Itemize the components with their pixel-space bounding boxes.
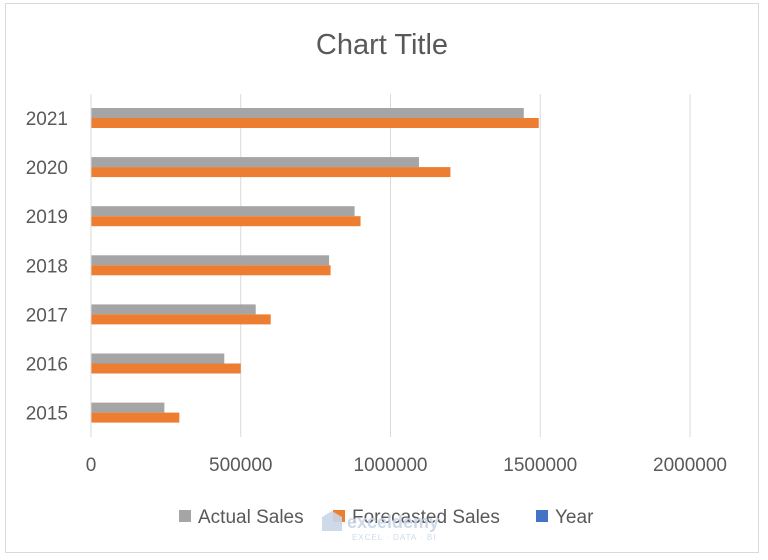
legend-item-year[interactable]: Year: [536, 507, 594, 528]
bar-forecasted-sales-2015[interactable]: [91, 412, 180, 423]
bar-forecasted-sales-2021[interactable]: [91, 118, 539, 128]
y-tick-label-2021: 2021: [26, 109, 68, 130]
watermark-name: exceldemy: [347, 512, 439, 532]
bar-actual-sales-2021[interactable]: [91, 108, 524, 118]
legend[interactable]: Actual Sales Forecasted Sales Year: [179, 507, 594, 528]
bar-forecasted-sales-2016[interactable]: [91, 363, 241, 374]
legend-label: Actual Sales: [198, 507, 304, 528]
legend-swatch: [179, 510, 191, 522]
bar-actual-sales-2018[interactable]: [91, 255, 330, 266]
bar-actual-sales-2019[interactable]: [91, 206, 355, 217]
y-tick-label-2015: 2015: [26, 404, 68, 425]
y-tick-label-2019: 2019: [26, 207, 68, 228]
bar-forecasted-sales-2017[interactable]: [91, 314, 271, 325]
bar-actual-sales-2015[interactable]: [91, 402, 165, 413]
bar-actual-sales-2017[interactable]: [91, 304, 256, 315]
y-tick-label-2018: 2018: [26, 256, 68, 277]
x-tick-label-2000000: 2000000: [653, 455, 727, 476]
legend-swatch: [536, 510, 548, 522]
x-tick-label-0: 0: [86, 455, 97, 476]
axes: 0 500000 1000000 1500000 2000000 2015 2016 2017…: [26, 94, 727, 476]
watermark-tagline: EXCEL · DATA · BI: [352, 533, 436, 542]
x-tick-label-500000: 500000: [209, 455, 272, 476]
y-tick-label-2017: 2017: [26, 305, 68, 326]
watermark-logo-icon: [322, 511, 342, 531]
x-tick-label-1500000: 1500000: [503, 455, 577, 476]
bar-forecasted-sales-2018[interactable]: [91, 265, 331, 276]
y-tick-label-2016: 2016: [26, 355, 68, 376]
legend-label: Forecasted Sales: [352, 507, 500, 528]
x-tick-label-1000000: 1000000: [354, 455, 428, 476]
legend-item-actual-sales[interactable]: Actual Sales: [179, 507, 304, 528]
bars: [91, 108, 539, 423]
chart-title[interactable]: Chart Title: [316, 29, 448, 61]
bar-actual-sales-2016[interactable]: [91, 353, 225, 364]
bar-forecasted-sales-2019[interactable]: [91, 216, 361, 227]
y-tick-label-2020: 2020: [26, 158, 68, 179]
chart-area: [5, 3, 759, 553]
bar-forecasted-sales-2020[interactable]: [91, 167, 451, 178]
bar-actual-sales-2020[interactable]: [91, 157, 419, 168]
legend-label: Year: [555, 507, 594, 528]
